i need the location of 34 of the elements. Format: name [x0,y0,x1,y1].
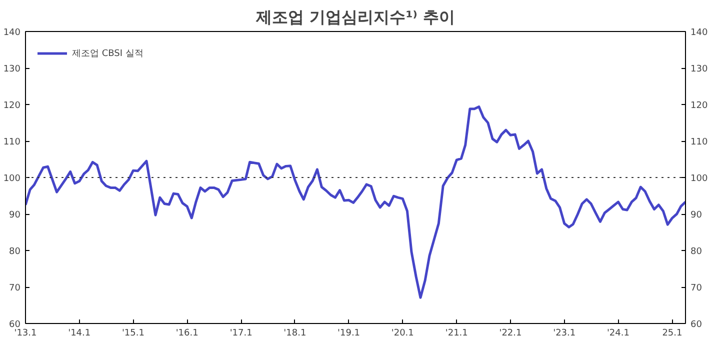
x-tick-label: '24.1 [606,328,630,338]
x-tick-label: '23.1 [553,328,576,338]
y-tick-label: 110 [3,138,21,148]
x-tick-label: '22.1 [499,328,522,338]
x-tick-label: '13.1 [14,328,37,338]
x-tick-label: '18.1 [284,328,306,338]
x-tick-label: '20.1 [391,328,414,338]
y2-tick-label: 100 [690,174,708,184]
y-tick-label: 120 [3,101,21,111]
y2-tick-label: 130 [690,64,708,74]
y2-tick-label: 110 [690,138,708,148]
y2-tick-label: 60 [690,320,702,330]
y2-tick-label: 140 [690,28,708,38]
x-tick-label: '19.1 [338,328,360,338]
x-tick-label: '14.1 [68,328,91,338]
y-tick-label: 90 [9,210,21,220]
y-tick-label: 100 [3,174,21,184]
y2-tick-label: 80 [690,247,702,257]
y-tick-label: 130 [3,64,21,74]
y-tick-label: 140 [3,28,21,38]
y2-tick-label: 90 [690,210,702,220]
y2-tick-label: 120 [690,101,708,111]
x-tick-label: '16.1 [176,328,198,338]
line-series [26,105,686,299]
y-tick-label: 60 [9,320,21,330]
x-tick-label: '15.1 [122,328,144,338]
x-tick-label: '21.1 [445,328,468,338]
chart-title: 제조업 기업심리지수¹⁾ 추이 [255,8,455,26]
x-tick-label: 25.1 [662,328,682,338]
y-tick-label: 80 [9,247,21,257]
y-tick-label: 70 [9,284,21,294]
x-tick-label: '17.1 [230,328,252,338]
y2-tick-label: 70 [690,284,702,294]
legend-label: 제조업 CBSI 실적 [72,48,144,60]
